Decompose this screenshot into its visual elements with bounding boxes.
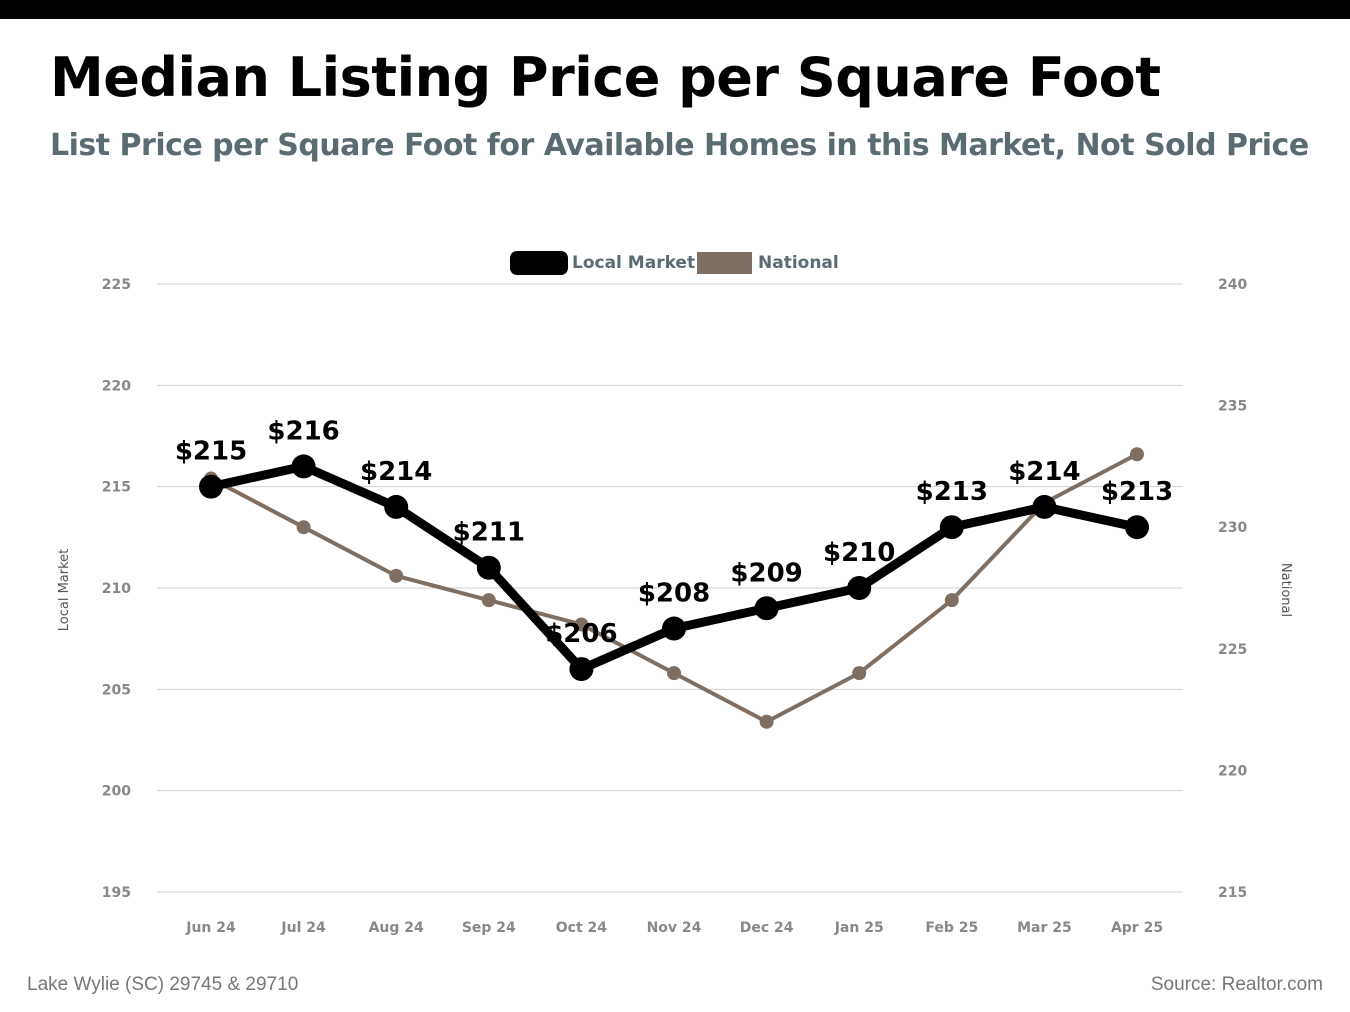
grid-lines	[157, 283, 1183, 893]
legend-swatch-local-market	[510, 251, 568, 275]
point-local-market	[754, 596, 779, 621]
right-tick-label: 225	[1218, 642, 1247, 658]
top-bar	[0, 0, 1350, 19]
x-tick-label: Dec 24	[740, 920, 794, 936]
left-tick-label: 225	[102, 277, 131, 293]
point-local-market	[384, 494, 409, 519]
point-local-market	[1125, 515, 1149, 540]
x-tick-label: Jan 25	[834, 920, 884, 936]
x-tick-label: Jun 24	[185, 920, 236, 936]
right-axis-title: National	[1278, 563, 1293, 617]
data-label-local-market: $206	[545, 619, 617, 649]
point-local-market	[199, 474, 223, 499]
x-tick-label: Aug 24	[369, 920, 424, 936]
right-tick-label: 230	[1218, 520, 1247, 536]
data-label-local-market: $216	[267, 416, 339, 446]
left-axis-title: Local Market	[57, 549, 72, 632]
legend-label-national: National	[758, 253, 839, 273]
data-label-local-market: $209	[730, 558, 802, 588]
data-label-local-market: $210	[823, 538, 895, 568]
page-subtitle: List Price per Square Foot for Available…	[50, 128, 1309, 163]
x-tick-label: Nov 24	[647, 920, 702, 936]
point-national	[574, 617, 589, 632]
point-national	[1130, 447, 1144, 462]
right-tick-label: 235	[1218, 399, 1247, 415]
right-axis: 215 220 225 230 235 240	[1218, 277, 1247, 901]
point-local-market	[291, 454, 316, 479]
data-label-local-market: $213	[916, 477, 988, 507]
page-title: Median Listing Price per Square Foot	[50, 46, 1161, 109]
point-national	[389, 568, 404, 583]
x-tick-label: Jul 24	[280, 920, 326, 936]
left-tick-label: 210	[102, 581, 131, 597]
x-tick-label: Mar 25	[1017, 920, 1072, 936]
left-axis: 195 200 205 210 215 220 225	[102, 277, 131, 901]
footer-source: Source: Realtor.com	[1150, 974, 1323, 995]
x-tick-label: Sep 24	[462, 920, 516, 936]
left-tick-label: 195	[102, 885, 131, 901]
point-national	[944, 593, 959, 608]
point-national	[667, 666, 681, 681]
point-local-market	[662, 616, 686, 641]
data-label-local-market: $211	[453, 518, 525, 548]
data-label-local-market: $208	[638, 579, 710, 609]
data-label-local-market: $213	[1101, 477, 1173, 507]
point-local-market	[939, 515, 964, 540]
legend-label-local-market: Local Market	[572, 253, 695, 273]
footer-location: Lake Wylie (SC) 29745 & 29710	[27, 974, 299, 995]
x-tick-label: Apr 25	[1111, 920, 1163, 936]
legend-swatch-national	[697, 252, 752, 274]
x-tick-label: Feb 25	[925, 920, 978, 936]
left-tick-label: 215	[102, 480, 131, 496]
left-tick-label: 220	[102, 378, 131, 394]
legend: Local Market National	[510, 251, 839, 275]
series-layer	[199, 447, 1149, 729]
left-tick-label: 200	[102, 784, 131, 800]
point-local-market	[1032, 494, 1057, 519]
point-national	[759, 714, 774, 729]
x-tick-label: Oct 24	[556, 920, 608, 936]
point-local-market	[847, 576, 872, 600]
data-label-local-market: $214	[1008, 457, 1080, 487]
point-national	[852, 666, 867, 681]
point-local-market	[569, 657, 594, 682]
data-label-local-market: $214	[360, 457, 432, 487]
point-national	[296, 520, 311, 535]
data-labels: $215 $216 $214 $211 $206 $208 $209 $210 $213 $214…	[175, 416, 1173, 649]
left-tick-label: 205	[102, 682, 131, 698]
data-label-local-market: $215	[175, 437, 247, 467]
right-tick-label: 220	[1218, 763, 1247, 779]
x-axis: Jun 24 Jul 24 Aug 24 Sep 24 Oct 24 Nov 24 Dec …	[185, 920, 1163, 936]
right-tick-label: 240	[1218, 277, 1247, 293]
point-local-market	[476, 555, 501, 580]
point-national	[481, 593, 496, 608]
right-tick-label: 215	[1218, 885, 1247, 901]
